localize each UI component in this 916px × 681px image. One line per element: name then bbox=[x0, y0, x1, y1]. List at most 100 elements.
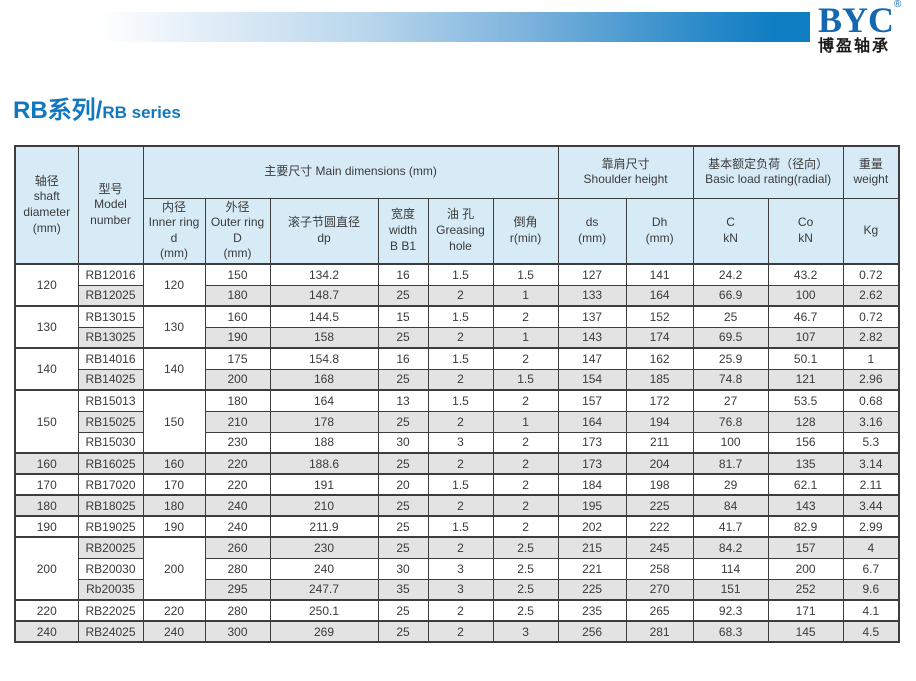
greasing-hole-cell: 1.5 bbox=[427, 347, 494, 370]
weight-cell: 2.96 bbox=[842, 368, 900, 391]
width-cell: 25 bbox=[377, 515, 429, 538]
width-cell: 35 bbox=[377, 578, 429, 601]
co-load-cell: 157 bbox=[767, 536, 844, 559]
ds-cell: 202 bbox=[557, 515, 627, 538]
header-load-rating: 基本额定负荷（径向） Basic load rating(radial) bbox=[692, 145, 844, 199]
width-cell: 25 bbox=[377, 326, 429, 349]
chamfer-cell: 2.5 bbox=[492, 599, 559, 622]
width-cell: 25 bbox=[377, 620, 429, 643]
outer-ring-cell: 210 bbox=[204, 410, 271, 433]
width-cell: 25 bbox=[377, 599, 429, 622]
outer-ring-cell: 240 bbox=[204, 515, 271, 538]
width-cell: 25 bbox=[377, 494, 429, 517]
width-cell: 16 bbox=[377, 263, 429, 286]
outer-ring-cell: 300 bbox=[204, 620, 271, 643]
outer-ring-cell: 160 bbox=[204, 305, 271, 328]
outer-ring-cell: 200 bbox=[204, 368, 271, 391]
model-cell: RB19025 bbox=[77, 515, 144, 538]
chamfer-cell: 2 bbox=[492, 494, 559, 517]
model-cell: RB20030 bbox=[77, 557, 144, 580]
dh-cell: 162 bbox=[625, 347, 694, 370]
dh-cell: 258 bbox=[625, 557, 694, 580]
inner-ring-cell: 120 bbox=[142, 263, 206, 307]
brand-logo-text: BYC bbox=[818, 0, 895, 40]
dh-cell: 164 bbox=[625, 284, 694, 307]
dp-cell: 144.5 bbox=[269, 305, 379, 328]
dh-cell: 198 bbox=[625, 473, 694, 496]
shaft-diameter-cell: 130 bbox=[14, 305, 79, 349]
header-ds: ds (mm) bbox=[557, 197, 627, 265]
dh-cell: 194 bbox=[625, 410, 694, 433]
c-load-cell: 74.8 bbox=[692, 368, 769, 391]
dp-cell: 210 bbox=[269, 494, 379, 517]
weight-cell: 3.14 bbox=[842, 452, 900, 475]
shaft-diameter-cell: 120 bbox=[14, 263, 79, 307]
brand-company-name: 博盈轴承 bbox=[818, 38, 891, 55]
header-inner-ring: 内径 Inner ring d (mm) bbox=[142, 197, 206, 265]
ds-cell: 235 bbox=[557, 599, 627, 622]
c-load-cell: 25.9 bbox=[692, 347, 769, 370]
greasing-hole-cell: 3 bbox=[427, 578, 494, 601]
c-load-cell: 84.2 bbox=[692, 536, 769, 559]
weight-cell: 0.68 bbox=[842, 389, 900, 412]
c-load-cell: 27 bbox=[692, 389, 769, 412]
model-cell: RB15025 bbox=[77, 410, 144, 433]
model-cell: RB22025 bbox=[77, 599, 144, 622]
shaft-diameter-cell: 200 bbox=[14, 536, 79, 601]
dh-cell: 141 bbox=[625, 263, 694, 286]
model-cell: RB12016 bbox=[77, 263, 144, 286]
table-row: 140 RB14016 140 175 154.8 16 1.5 2 147 162 25.9 50.… bbox=[14, 347, 900, 391]
brand-logo: BYC® 博盈轴承 bbox=[818, 0, 914, 55]
ds-cell: 221 bbox=[557, 557, 627, 580]
greasing-hole-cell: 2 bbox=[427, 452, 494, 475]
dh-cell: 211 bbox=[625, 431, 694, 454]
model-cell: RB24025 bbox=[77, 620, 144, 643]
ds-cell: 256 bbox=[557, 620, 627, 643]
chamfer-cell: 2 bbox=[492, 515, 559, 538]
shaft-diameter-cell: 140 bbox=[14, 347, 79, 391]
weight-cell: 0.72 bbox=[842, 263, 900, 286]
greasing-hole-cell: 3 bbox=[427, 431, 494, 454]
ds-cell: 157 bbox=[557, 389, 627, 412]
shaft-diameter-cell: 150 bbox=[14, 389, 79, 454]
chamfer-cell: 2 bbox=[492, 473, 559, 496]
chamfer-cell: 2 bbox=[492, 389, 559, 412]
chamfer-cell: 2.5 bbox=[492, 578, 559, 601]
c-load-cell: 66.9 bbox=[692, 284, 769, 307]
greasing-hole-cell: 2 bbox=[427, 410, 494, 433]
greasing-hole-cell: 2 bbox=[427, 326, 494, 349]
model-cell: Rb20035 bbox=[77, 578, 144, 601]
width-cell: 25 bbox=[377, 536, 429, 559]
dp-cell: 188 bbox=[269, 431, 379, 454]
dp-cell: 191 bbox=[269, 473, 379, 496]
inner-ring-cell: 160 bbox=[142, 452, 206, 475]
ds-cell: 127 bbox=[557, 263, 627, 286]
outer-ring-cell: 295 bbox=[204, 578, 271, 601]
dp-cell: 247.7 bbox=[269, 578, 379, 601]
co-load-cell: 53.5 bbox=[767, 389, 844, 412]
weight-cell: 3.44 bbox=[842, 494, 900, 517]
inner-ring-cell: 170 bbox=[142, 473, 206, 496]
weight-cell: 9.6 bbox=[842, 578, 900, 601]
width-cell: 20 bbox=[377, 473, 429, 496]
c-load-cell: 84 bbox=[692, 494, 769, 517]
model-cell: RB14016 bbox=[77, 347, 144, 370]
greasing-hole-cell: 2 bbox=[427, 284, 494, 307]
width-cell: 30 bbox=[377, 557, 429, 580]
header-greasing-hole: 油 孔 Greasing hole bbox=[427, 197, 494, 265]
dp-cell: 211.9 bbox=[269, 515, 379, 538]
greasing-hole-cell: 1.5 bbox=[427, 263, 494, 286]
inner-ring-cell: 150 bbox=[142, 389, 206, 454]
dh-cell: 185 bbox=[625, 368, 694, 391]
model-cell: RB17020 bbox=[77, 473, 144, 496]
weight-cell: 2.11 bbox=[842, 473, 900, 496]
ds-cell: 195 bbox=[557, 494, 627, 517]
greasing-hole-cell: 1.5 bbox=[427, 389, 494, 412]
table-row: RB15030 230 188 30 3 2 173 211 100 156 5.3 bbox=[15, 431, 900, 454]
chamfer-cell: 1.5 bbox=[492, 368, 559, 391]
shaft-diameter-cell: 170 bbox=[14, 473, 79, 496]
co-load-cell: 128 bbox=[767, 410, 844, 433]
shaft-diameter-cell: 180 bbox=[14, 494, 79, 517]
greasing-hole-cell: 1.5 bbox=[427, 515, 494, 538]
